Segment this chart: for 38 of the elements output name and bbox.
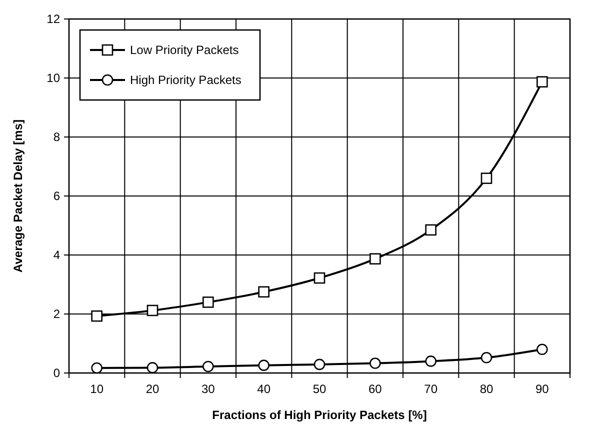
x-tick-label: 10 (90, 382, 104, 396)
x-tick-label: 70 (424, 382, 438, 396)
point (91, 310, 102, 322)
x-tick-label: 90 (535, 382, 550, 396)
y-tick-label: 10 (46, 71, 60, 86)
point (536, 344, 548, 356)
point (258, 286, 270, 298)
x-axis-title: Fractions of High Priority Packets [%] (212, 408, 427, 422)
point (202, 296, 214, 308)
point (480, 172, 492, 184)
point (91, 362, 102, 374)
legend-label: Low Priority Packets (130, 43, 239, 58)
x-tick-label: 60 (368, 382, 382, 396)
y-tick-label: 4 (53, 248, 60, 262)
point (425, 356, 436, 367)
point (202, 360, 214, 372)
x-tick-label: 50 (312, 382, 326, 396)
point (536, 76, 548, 88)
y-tick-label: 6 (53, 189, 60, 204)
legend-label: High Priority Packets (130, 73, 242, 88)
y-tick-label: 2 (53, 307, 60, 322)
point (146, 304, 158, 316)
y-tick-label: 0 (53, 366, 60, 380)
point (258, 360, 270, 371)
point (370, 358, 381, 369)
x-tick-label: 40 (257, 382, 271, 396)
y-tick-label: 8 (53, 130, 60, 144)
point (146, 362, 158, 374)
point (425, 224, 436, 236)
y-axis-title: Average Packet Delay [ms] (11, 120, 25, 272)
y-tick-label: 12 (46, 12, 60, 26)
x-tick-label: 20 (146, 382, 160, 396)
point (480, 352, 492, 364)
point (314, 358, 326, 370)
point (314, 272, 326, 284)
x-tick-label: 30 (201, 382, 216, 396)
point (370, 253, 381, 264)
x-tick-label: 80 (480, 382, 494, 396)
